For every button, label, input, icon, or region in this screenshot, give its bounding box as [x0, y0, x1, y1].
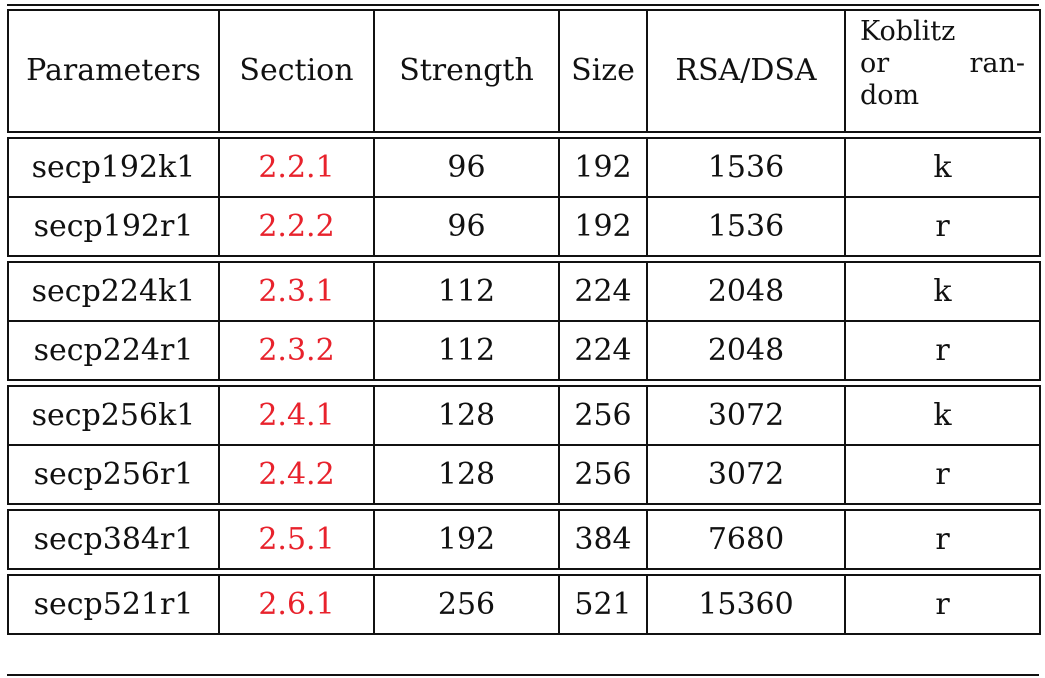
cell-rsa-dsa: 1536	[646, 196, 846, 257]
cell-strength: 192	[373, 509, 560, 570]
header-koblitz-line2: or ran-	[860, 47, 1025, 79]
header-size: Size	[558, 9, 648, 133]
cell-strength: 256	[373, 574, 560, 635]
cell-size: 192	[558, 137, 648, 198]
cell-kr: k	[844, 261, 1041, 322]
group-separator	[8, 568, 1040, 576]
cell-size: 256	[558, 385, 648, 446]
header-parameters: Parameters	[7, 9, 220, 133]
cell-kr: r	[844, 574, 1041, 635]
group-separator	[8, 255, 1040, 263]
cell-strength: 112	[373, 320, 560, 381]
group-separator-cell	[8, 255, 1040, 263]
cell-rsa-dsa: 3072	[646, 444, 846, 505]
cell-rsa-dsa: 1536	[646, 137, 846, 198]
cell-parameters: secp224k1	[7, 261, 220, 322]
cell-size: 384	[558, 509, 648, 570]
group-separator-cell	[8, 568, 1040, 576]
section-link[interactable]: 2.6.1	[218, 574, 375, 635]
cell-kr: r	[844, 320, 1041, 381]
table-frame: Parameters Section Strength Size RSA/DSA…	[7, 0, 1041, 678]
table-body: secp192k1 2.2.1 96 192 1536 k secp192r1 2.2.2 96…	[7, 131, 1041, 635]
cell-strength: 128	[373, 385, 560, 446]
cell-kr: k	[844, 137, 1041, 198]
cell-strength: 112	[373, 261, 560, 322]
cell-size: 224	[558, 320, 648, 381]
header-rsa-dsa: RSA/DSA	[646, 9, 846, 133]
section-link[interactable]: 2.2.1	[218, 137, 375, 198]
section-link[interactable]: 2.5.1	[218, 509, 375, 570]
cell-rsa-dsa: 7680	[646, 509, 846, 570]
cell-rsa-dsa: 2048	[646, 261, 846, 322]
cell-kr: k	[844, 385, 1041, 446]
header-koblitz-line3: dom	[860, 79, 920, 111]
header-koblitz-or-random: Koblitz or ran- dom	[844, 9, 1041, 133]
section-link[interactable]: 2.3.1	[218, 261, 375, 322]
cell-parameters: secp192k1	[7, 137, 220, 198]
cell-parameters: secp521r1	[7, 574, 220, 635]
cell-kr: r	[844, 196, 1041, 257]
cell-size: 256	[558, 444, 648, 505]
header-row: Parameters Section Strength Size RSA/DSA…	[7, 9, 1041, 133]
table-row: secp224r1 2.3.2 112 224 2048 r	[7, 320, 1041, 381]
cell-rsa-dsa: 3072	[646, 385, 846, 446]
group-separator-cell	[8, 131, 1040, 139]
section-link[interactable]: 2.2.2	[218, 196, 375, 257]
table-row: secp256k1 2.4.1 128 256 3072 k	[7, 385, 1041, 446]
header-koblitz-line1: Koblitz	[860, 15, 956, 47]
cell-kr: r	[844, 509, 1041, 570]
table-row: secp224k1 2.3.1 112 224 2048 k	[7, 261, 1041, 322]
cell-size: 224	[558, 261, 648, 322]
table-row: secp256r1 2.4.2 128 256 3072 r	[7, 444, 1041, 505]
table-row: secp384r1 2.5.1 192 384 7680 r	[7, 509, 1041, 570]
cell-strength: 96	[373, 137, 560, 198]
header-strength: Strength	[373, 9, 560, 133]
cell-parameters: secp224r1	[7, 320, 220, 381]
bottom-rule	[7, 674, 1039, 676]
cell-parameters: secp256k1	[7, 385, 220, 446]
table-row: secp192k1 2.2.1 96 192 1536 k	[7, 137, 1041, 198]
group-separator	[8, 379, 1040, 387]
section-link[interactable]: 2.4.2	[218, 444, 375, 505]
cell-parameters: secp384r1	[7, 509, 220, 570]
group-separator	[8, 503, 1040, 511]
group-separator	[8, 131, 1040, 139]
table-row: secp521r1 2.6.1 256 521 15360 r	[7, 574, 1041, 635]
cell-strength: 128	[373, 444, 560, 505]
header-section: Section	[218, 9, 375, 133]
cell-size: 521	[558, 574, 648, 635]
cell-strength: 96	[373, 196, 560, 257]
section-link[interactable]: 2.4.1	[218, 385, 375, 446]
section-link[interactable]: 2.3.2	[218, 320, 375, 381]
cell-rsa-dsa: 2048	[646, 320, 846, 381]
cell-kr: r	[844, 444, 1041, 505]
cell-parameters: secp256r1	[7, 444, 220, 505]
top-rule	[7, 4, 1039, 6]
group-separator-cell	[8, 379, 1040, 387]
cell-size: 192	[558, 196, 648, 257]
cell-parameters: secp192r1	[7, 196, 220, 257]
group-separator-cell	[8, 503, 1040, 511]
cell-rsa-dsa: 15360	[646, 574, 846, 635]
curve-parameters-table: Parameters Section Strength Size RSA/DSA…	[7, 9, 1041, 635]
table-row: secp192r1 2.2.2 96 192 1536 r	[7, 196, 1041, 257]
